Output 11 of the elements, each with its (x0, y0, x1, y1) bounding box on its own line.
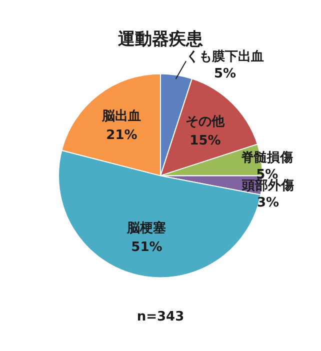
chart-title: 運動器疾患 (117, 30, 204, 50)
slice-label: くも膜下出血 (186, 49, 264, 64)
slice-label: 脳出血 (101, 109, 142, 124)
data-label: 3% (256, 196, 280, 211)
slice-label: その他 (186, 114, 226, 130)
data-label: 5% (214, 66, 236, 82)
slice-label: 脳梗塞 (126, 220, 166, 236)
data-label: 15% (190, 133, 221, 148)
data-label: 51% (131, 240, 162, 255)
data-label: 21% (106, 128, 138, 144)
text: n=343 (136, 309, 184, 324)
